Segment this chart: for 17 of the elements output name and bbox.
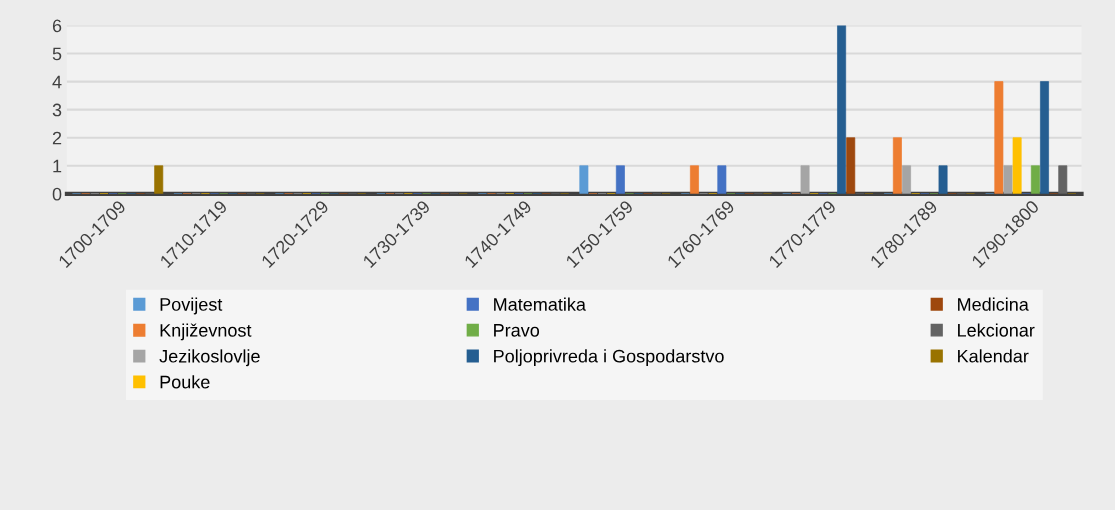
legend-label: Pravo xyxy=(494,324,540,337)
y-tick-label: 4 xyxy=(52,75,62,89)
legend-label: Matematika xyxy=(494,297,586,311)
y-tick-label: 1 xyxy=(53,159,62,173)
legend-label: Kalendar xyxy=(958,349,1029,363)
legend-label: Pouke xyxy=(160,375,210,389)
y-tick-label: 2 xyxy=(52,131,62,145)
y-tick-label: 3 xyxy=(52,103,62,117)
y-tick-label: 5 xyxy=(52,47,62,61)
y-tick-label: 6 xyxy=(52,19,62,33)
legend-label: Medicina xyxy=(958,297,1029,311)
legend-label: Lekcionar xyxy=(958,323,1035,337)
legend-label: Poljoprivreda i Gospodarstvo xyxy=(494,349,724,367)
y-tick-label: 0 xyxy=(52,187,62,201)
legend-label: Jezikoslovlje xyxy=(159,349,260,367)
legend-label: Povijest xyxy=(160,297,223,315)
legend-label: Književnost xyxy=(160,323,252,341)
